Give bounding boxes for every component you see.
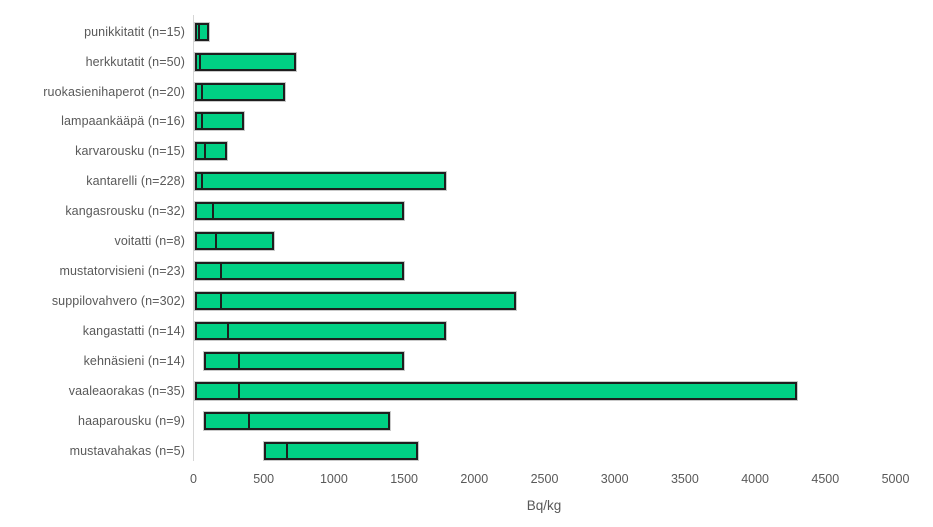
x-tick-label: 2500 bbox=[530, 472, 559, 486]
median-marker bbox=[238, 383, 241, 398]
x-tick-label: 5000 bbox=[881, 472, 910, 486]
category-axis-line bbox=[193, 15, 194, 461]
median-marker bbox=[211, 204, 214, 219]
median-marker bbox=[200, 174, 203, 189]
chart-row: suppilovahvero (n=302) bbox=[0, 286, 933, 316]
category-label: mustatorvisieni (n=23) bbox=[59, 264, 185, 279]
median-marker bbox=[214, 234, 217, 249]
median-marker bbox=[200, 84, 203, 99]
median-marker bbox=[248, 413, 251, 428]
range-bar bbox=[194, 22, 209, 41]
x-tick-label: 4500 bbox=[811, 472, 840, 486]
x-tick-label: 500 bbox=[253, 472, 275, 486]
x-tick-label: 1000 bbox=[319, 472, 348, 486]
chart-row: voitatti (n=8) bbox=[0, 226, 933, 256]
x-tick-label: 4000 bbox=[741, 472, 769, 486]
chart-row: mustatorvisieni (n=23) bbox=[0, 256, 933, 286]
category-label: lampaankääpä (n=16) bbox=[61, 114, 185, 129]
category-label: kehnäsieni (n=14) bbox=[83, 353, 185, 368]
range-bar bbox=[194, 52, 296, 71]
median-marker bbox=[204, 144, 207, 159]
chart-row: kantarelli (n=228) bbox=[0, 166, 933, 196]
chart-row: herkkutatit (n=50) bbox=[0, 47, 933, 77]
range-bar bbox=[263, 441, 419, 460]
category-label: punikkitatit (n=15) bbox=[84, 24, 185, 39]
x-tick-label: 2000 bbox=[460, 472, 489, 486]
chart-row: haaparousku (n=9) bbox=[0, 406, 933, 436]
category-label: voitatti (n=8) bbox=[114, 234, 185, 249]
range-bar bbox=[194, 381, 798, 400]
chart-row: karvarousku (n=15) bbox=[0, 136, 933, 166]
category-label: haaparousku (n=9) bbox=[78, 413, 185, 428]
median-marker bbox=[220, 294, 223, 309]
category-label: kangasrousku (n=32) bbox=[65, 204, 185, 219]
chart-row: vaaleaorakas (n=35) bbox=[0, 376, 933, 406]
x-tick-label: 0 bbox=[190, 472, 197, 486]
x-tick-label: 1500 bbox=[390, 472, 418, 486]
range-bar bbox=[194, 142, 228, 161]
category-label: vaaleaorakas (n=35) bbox=[68, 383, 185, 398]
range-bar bbox=[194, 202, 405, 221]
range-bar bbox=[194, 292, 517, 311]
chart-row: mustavahakas (n=5) bbox=[0, 436, 933, 466]
median-marker bbox=[286, 443, 289, 458]
category-label: suppilovahvero (n=302) bbox=[51, 294, 185, 309]
category-label: ruokasienihaperot (n=20) bbox=[43, 84, 185, 99]
range-bar bbox=[194, 82, 285, 101]
median-marker bbox=[200, 114, 203, 129]
chart-row: lampaankääpä (n=16) bbox=[0, 106, 933, 136]
category-label: karvarousku (n=15) bbox=[75, 144, 185, 159]
category-label: mustavahakas (n=5) bbox=[69, 443, 185, 458]
range-bar bbox=[194, 172, 447, 191]
x-axis-title: Bq/kg bbox=[526, 498, 562, 513]
median-marker bbox=[220, 264, 223, 279]
range-bar bbox=[194, 262, 405, 281]
x-tick-label: 3000 bbox=[600, 472, 629, 486]
category-label: herkkutatit (n=50) bbox=[85, 54, 185, 69]
range-bar bbox=[204, 351, 405, 370]
category-label: kangastatti (n=14) bbox=[82, 323, 185, 338]
median-marker bbox=[199, 54, 202, 69]
median-marker bbox=[238, 353, 241, 368]
chart-row: punikkitatit (n=15) bbox=[0, 17, 933, 47]
range-bar bbox=[204, 411, 391, 430]
range-bar bbox=[194, 321, 447, 340]
median-marker bbox=[197, 24, 200, 39]
chart-row: kangastatti (n=14) bbox=[0, 316, 933, 346]
range-bar bbox=[194, 112, 245, 131]
chart-row: kehnäsieni (n=14) bbox=[0, 346, 933, 376]
median-marker bbox=[227, 323, 230, 338]
x-tick-label: 3500 bbox=[670, 472, 699, 486]
chart-row: kangasrousku (n=32) bbox=[0, 196, 933, 226]
chart-row: ruokasienihaperot (n=20) bbox=[0, 77, 933, 107]
range-bar bbox=[194, 232, 274, 251]
category-label: kantarelli (n=228) bbox=[86, 174, 185, 189]
